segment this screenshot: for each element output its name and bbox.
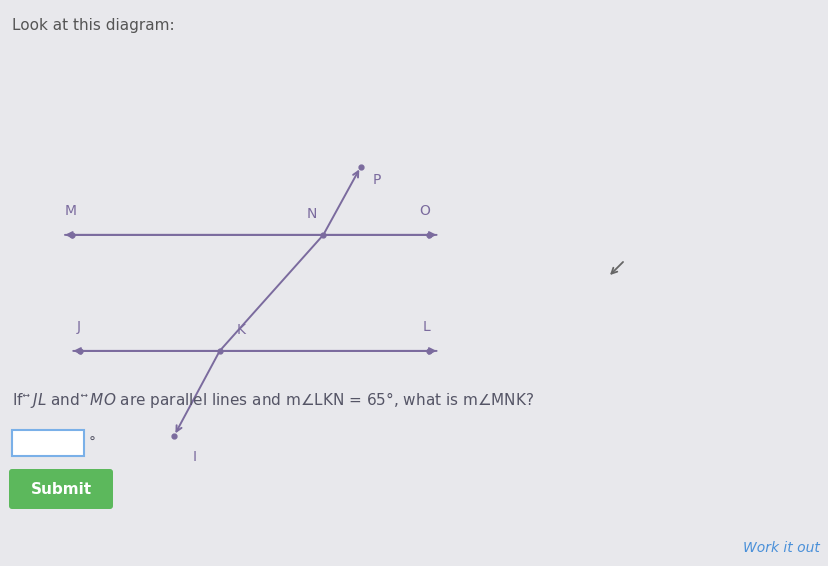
Text: J: J [77, 320, 80, 334]
FancyBboxPatch shape [9, 469, 113, 509]
Text: P: P [373, 173, 381, 187]
Text: N: N [306, 207, 316, 221]
Bar [12, 430, 84, 456]
Text: M: M [65, 204, 76, 218]
Text: °: ° [89, 436, 96, 450]
Text: Work it out: Work it out [742, 541, 819, 555]
Text: O: O [418, 204, 430, 218]
Text: If $\overleftrightarrow{JL}$ and $\overleftrightarrow{MO}$ are parallel lines an: If $\overleftrightarrow{JL}$ and $\overl… [12, 390, 533, 410]
Text: Submit: Submit [31, 482, 91, 496]
Text: I: I [192, 450, 196, 464]
Text: L: L [422, 320, 431, 334]
Text: K: K [236, 323, 245, 337]
Text: Look at this diagram:: Look at this diagram: [12, 18, 175, 33]
